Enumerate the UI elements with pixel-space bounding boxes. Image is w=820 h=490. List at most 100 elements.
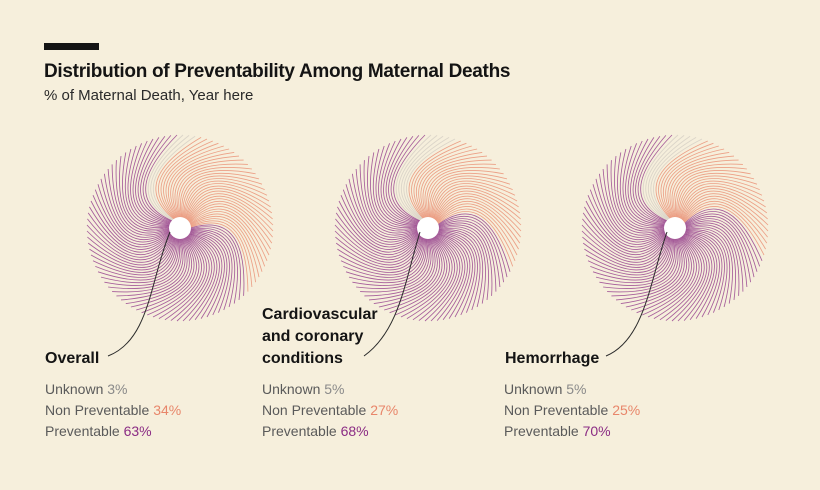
string-mark-non-preventable <box>667 155 735 226</box>
string-mark-preventable <box>340 229 425 276</box>
string-mark-preventable <box>602 168 673 236</box>
string-mark-preventable <box>141 231 197 314</box>
string-mark-preventable <box>615 230 683 301</box>
string-mark-preventable <box>107 168 178 236</box>
string-mark-preventable <box>659 231 702 321</box>
string-mark-non-preventable <box>676 172 755 226</box>
string-mark-preventable <box>90 229 177 273</box>
string-mark-preventable <box>125 231 190 305</box>
string-mark-preventable <box>335 228 425 266</box>
string-mark-preventable <box>429 231 473 318</box>
string-mark-non-preventable <box>183 195 274 232</box>
chart-subtitle: % of Maternal Death, Year here <box>44 87 254 104</box>
string-mark-preventable <box>677 229 731 308</box>
string-mark-preventable <box>86 227 177 263</box>
string-mark-preventable <box>343 229 425 278</box>
string-mark-preventable <box>431 218 505 283</box>
string-mark-non-preventable <box>179 170 256 226</box>
string-mark-non-preventable <box>431 198 521 238</box>
string-mark-preventable <box>611 230 681 297</box>
string-mark-preventable <box>103 173 177 238</box>
legend-value: 27% <box>370 402 399 418</box>
string-mark-unknown <box>395 134 432 225</box>
string-mark-preventable <box>665 231 705 321</box>
string-mark-non-preventable <box>431 180 516 227</box>
string-mark-non-preventable <box>181 172 260 226</box>
string-mark-preventable <box>584 228 672 271</box>
string-mark-preventable <box>87 228 177 268</box>
string-mark-non-preventable <box>408 140 461 225</box>
string-mark-preventable <box>677 222 744 292</box>
string-mark-non-preventable <box>178 167 252 226</box>
string-mark-preventable <box>431 213 511 272</box>
legend-label: Preventable <box>262 423 337 439</box>
chart-hub <box>169 217 191 239</box>
string-mark-preventable <box>338 200 425 250</box>
string-mark-preventable <box>94 189 177 245</box>
string-mark-non-preventable <box>163 142 219 225</box>
string-mark-preventable <box>170 231 210 321</box>
string-mark-preventable <box>181 231 225 318</box>
string-mark-preventable <box>180 231 220 321</box>
string-mark-preventable <box>677 220 748 288</box>
string-mark-preventable <box>100 230 179 284</box>
string-mark-preventable <box>675 231 718 319</box>
string-mark-preventable <box>112 230 184 293</box>
string-pie-chart <box>581 134 769 357</box>
legend-label: Non Preventable <box>262 402 367 418</box>
string-mark-non-preventable <box>183 215 260 278</box>
string-mark-non-preventable <box>669 159 739 226</box>
string-mark-non-preventable <box>182 220 253 288</box>
string-mark-non-preventable <box>420 155 488 226</box>
string-mark-preventable <box>372 148 426 227</box>
string-mark-non-preventable <box>678 180 763 227</box>
string-mark-non-preventable <box>413 145 472 225</box>
string-mark-preventable <box>625 231 688 308</box>
string-mark-preventable <box>653 231 700 319</box>
string-mark-preventable <box>337 206 425 253</box>
string-mark-non-preventable <box>183 193 274 229</box>
legend-value: 34% <box>153 402 182 418</box>
string-mark-preventable <box>431 215 508 278</box>
string-mark-preventable <box>678 208 763 261</box>
string-mark-non-preventable <box>426 167 500 226</box>
string-mark-non-preventable <box>183 178 265 227</box>
chart-hub <box>417 217 439 239</box>
string-mark-non-preventable <box>431 195 522 232</box>
string-pie-chart <box>334 134 522 357</box>
string-mark-preventable <box>610 160 673 232</box>
string-mark-non-preventable <box>183 213 263 272</box>
string-mark-non-preventable <box>431 201 521 244</box>
string-mark-non-preventable <box>183 188 273 228</box>
string-mark-non-preventable <box>183 183 270 227</box>
string-mark-preventable <box>180 231 223 319</box>
string-mark-preventable <box>181 231 228 316</box>
string-mark-preventable <box>677 226 736 300</box>
string-mark-preventable <box>622 145 674 226</box>
string-mark-preventable <box>637 135 675 225</box>
string-mark-preventable <box>430 227 486 304</box>
string-mark-non-preventable <box>658 142 714 225</box>
string-mark-preventable <box>181 231 230 313</box>
string-pie-chart <box>86 134 274 357</box>
string-mark-non-preventable <box>183 218 257 283</box>
string-mark-non-preventable <box>678 203 766 250</box>
string-mark-preventable <box>92 195 177 248</box>
string-mark-non-preventable <box>678 185 766 228</box>
string-mark-non-preventable <box>678 190 768 228</box>
panel-title-line: Cardiovascular <box>262 306 378 323</box>
string-mark-preventable <box>356 230 430 289</box>
string-mark-non-preventable <box>415 148 478 225</box>
string-mark-preventable <box>97 229 178 281</box>
string-mark-preventable <box>678 211 761 267</box>
string-mark-preventable <box>584 206 672 253</box>
string-mark-preventable <box>677 227 733 304</box>
label-leader-line <box>107 231 171 357</box>
string-mark-preventable <box>581 227 672 263</box>
string-mark-preventable <box>181 230 233 311</box>
legend-value: 68% <box>340 423 369 439</box>
string-mark-preventable <box>614 156 673 230</box>
string-mark-preventable <box>388 135 428 225</box>
string-mark-preventable <box>595 230 674 284</box>
string-mark-preventable <box>678 215 755 278</box>
